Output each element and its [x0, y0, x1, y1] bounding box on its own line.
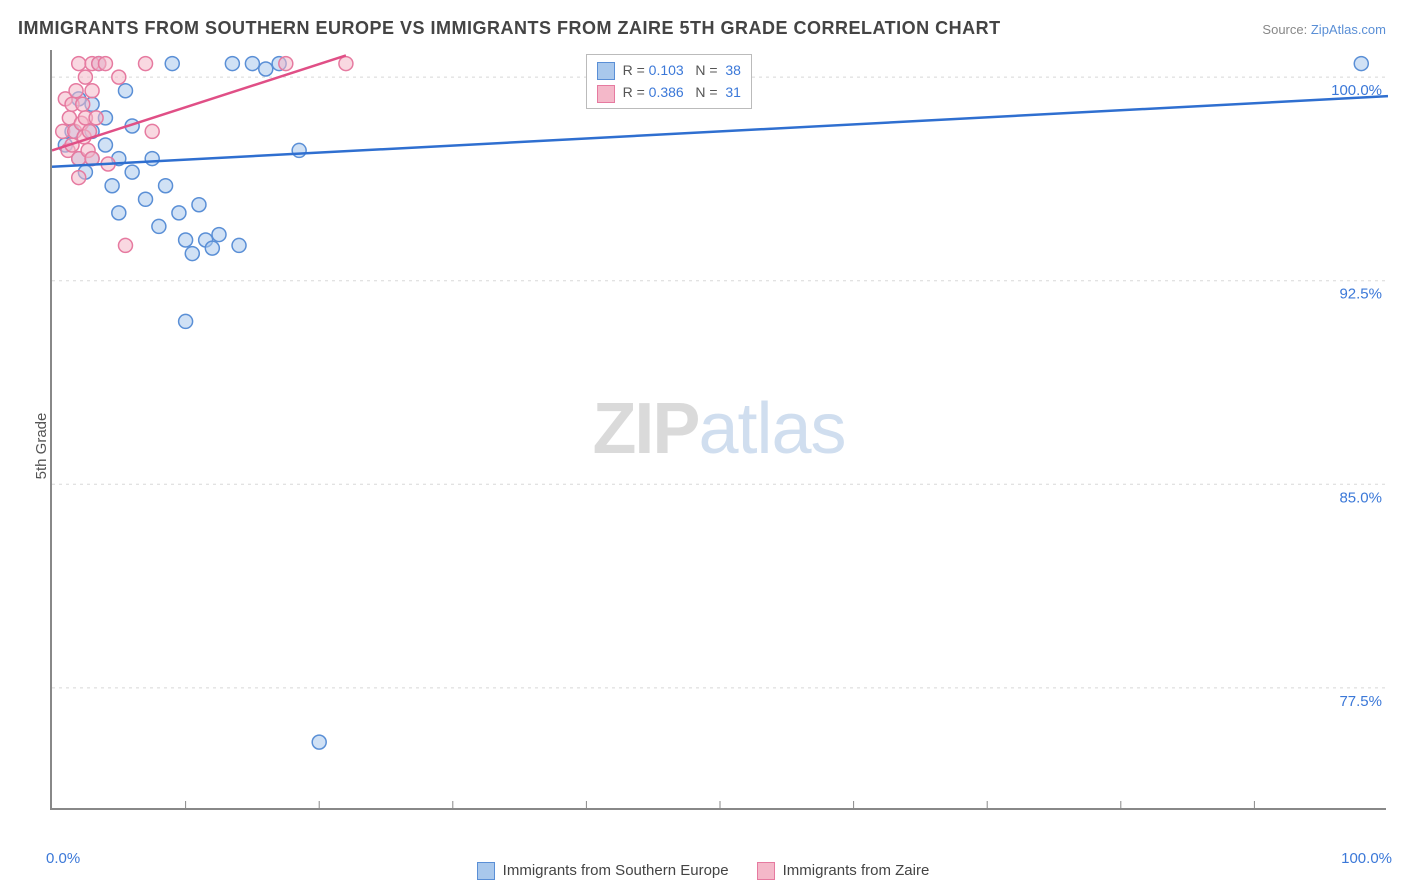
plot-area: 77.5%85.0%92.5%100.0% ZIPatlas R = 0.103…	[50, 50, 1386, 810]
source-credit: Source: ZipAtlas.com	[1262, 22, 1386, 37]
n-label: N =	[695, 84, 721, 100]
r-label: R =	[623, 62, 649, 78]
svg-text:77.5%: 77.5%	[1339, 693, 1382, 710]
legend-swatch	[597, 85, 615, 103]
n-value: 38	[721, 62, 740, 78]
y-axis-label: 5th Grade	[33, 413, 50, 480]
legend-row: R = 0.103 N = 38	[597, 59, 741, 81]
series-legend: Immigrants from Southern Europe Immigrant…	[0, 862, 1406, 880]
svg-text:92.5%: 92.5%	[1339, 286, 1382, 303]
stats-legend: R = 0.103 N = 38R = 0.386 N = 31	[586, 54, 752, 109]
series-name: Immigrants from Southern Europe	[503, 862, 729, 879]
series-name: Immigrants from Zaire	[783, 862, 930, 879]
r-value: 0.103	[649, 62, 684, 78]
r-value: 0.386	[649, 84, 684, 100]
n-label: N =	[695, 62, 721, 78]
scatter-svg: 77.5%85.0%92.5%100.0%	[52, 50, 1388, 810]
n-value: 31	[721, 84, 740, 100]
legend-swatch	[477, 862, 495, 880]
r-label: R =	[623, 84, 649, 100]
series-legend-item: Immigrants from Zaire	[757, 862, 930, 880]
source-label: Source:	[1262, 22, 1307, 37]
chart-title: IMMIGRANTS FROM SOUTHERN EUROPE VS IMMIG…	[18, 18, 1001, 39]
source-value: ZipAtlas.com	[1311, 22, 1386, 37]
svg-text:85.0%: 85.0%	[1339, 489, 1382, 506]
legend-swatch	[757, 862, 775, 880]
series-legend-item: Immigrants from Southern Europe	[477, 862, 729, 880]
legend-row: R = 0.386 N = 31	[597, 81, 741, 103]
legend-swatch	[597, 62, 615, 80]
